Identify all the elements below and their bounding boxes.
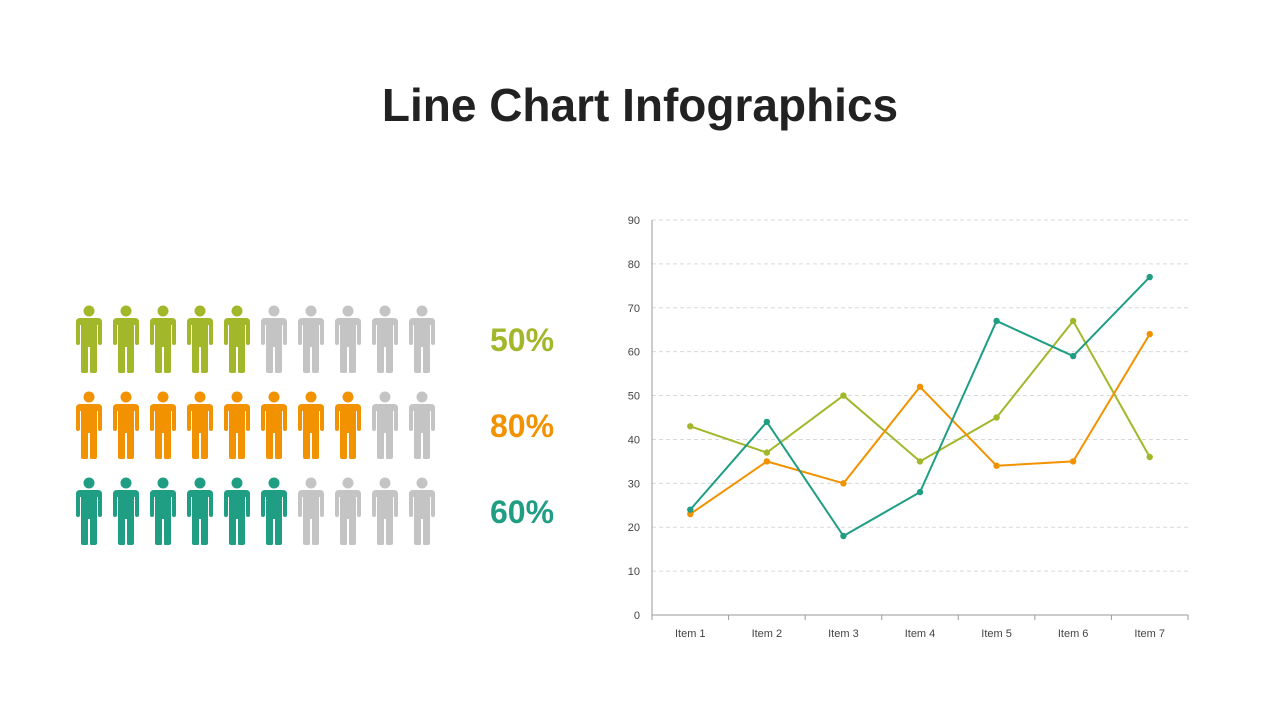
person-icon bbox=[335, 305, 361, 373]
person-icon bbox=[76, 391, 102, 459]
data-point bbox=[916, 383, 924, 390]
percent-label: 60% bbox=[490, 494, 555, 530]
data-point bbox=[1069, 458, 1077, 465]
data-point bbox=[1146, 453, 1153, 461]
person-icon bbox=[335, 391, 361, 459]
y-tick-label: 90 bbox=[628, 215, 640, 227]
series-line bbox=[689, 276, 1151, 537]
data-point bbox=[993, 414, 1000, 421]
data-point bbox=[763, 458, 771, 465]
page-title: Line Chart Infographics bbox=[381, 79, 899, 131]
person-icon bbox=[409, 305, 435, 373]
series-line bbox=[689, 333, 1151, 515]
x-tick-label: Item 1 bbox=[675, 628, 706, 640]
x-tick-label: Item 6 bbox=[1058, 628, 1089, 640]
person-icon bbox=[409, 391, 435, 459]
data-point bbox=[840, 480, 847, 487]
y-tick-label: 20 bbox=[628, 522, 640, 534]
x-tick-label: Item 2 bbox=[752, 628, 783, 640]
data-point bbox=[916, 488, 924, 496]
people-row bbox=[76, 391, 435, 461]
person-icon bbox=[187, 391, 213, 459]
data-point bbox=[1069, 352, 1077, 360]
data-point bbox=[840, 532, 847, 540]
person-icon bbox=[187, 305, 213, 373]
person-icon bbox=[113, 391, 139, 459]
person-icon bbox=[298, 305, 324, 373]
person-icon bbox=[335, 477, 361, 545]
y-tick-label: 30 bbox=[628, 478, 640, 490]
person-icon bbox=[150, 391, 176, 459]
data-point bbox=[1146, 330, 1153, 338]
people-row bbox=[76, 477, 435, 547]
data-point bbox=[763, 418, 771, 426]
x-tick-label: Item 5 bbox=[981, 628, 1012, 640]
person-icon bbox=[187, 477, 213, 545]
person-icon bbox=[150, 305, 176, 373]
person-icon bbox=[76, 305, 102, 373]
data-point bbox=[840, 392, 847, 399]
person-icon bbox=[224, 391, 250, 459]
person-icon bbox=[372, 305, 398, 373]
data-point bbox=[687, 510, 694, 518]
y-tick-label: 80 bbox=[628, 259, 640, 271]
people-row bbox=[76, 305, 435, 375]
data-point bbox=[687, 423, 694, 430]
percent-label: 50% bbox=[490, 322, 555, 358]
data-point bbox=[1146, 273, 1153, 281]
y-tick-label: 50 bbox=[628, 391, 640, 403]
percent-label: 80% bbox=[490, 408, 555, 444]
data-point bbox=[1069, 317, 1077, 325]
series-line bbox=[689, 319, 1151, 463]
y-tick-label: 70 bbox=[628, 303, 640, 315]
person-icon bbox=[76, 477, 102, 545]
person-icon bbox=[150, 477, 176, 545]
x-tick-label: Item 4 bbox=[905, 628, 936, 640]
person-icon bbox=[372, 391, 398, 459]
y-tick-label: 40 bbox=[628, 434, 640, 446]
person-icon bbox=[113, 305, 139, 373]
person-icon bbox=[261, 477, 287, 545]
person-icon bbox=[298, 477, 324, 545]
y-tick-label: 0 bbox=[634, 610, 640, 622]
data-point bbox=[687, 506, 694, 513]
person-icon bbox=[261, 391, 287, 459]
y-tick-label: 10 bbox=[628, 566, 640, 578]
person-icon bbox=[224, 477, 250, 545]
person-icon bbox=[409, 477, 435, 545]
data-point bbox=[763, 449, 771, 456]
data-point bbox=[993, 462, 1000, 469]
x-tick-label: Item 7 bbox=[1134, 628, 1165, 640]
data-point bbox=[993, 317, 1000, 325]
person-icon bbox=[261, 305, 287, 373]
person-icon bbox=[113, 477, 139, 545]
data-point bbox=[916, 458, 924, 465]
x-tick-label: Item 3 bbox=[828, 628, 859, 640]
y-tick-label: 60 bbox=[628, 347, 640, 359]
person-icon bbox=[298, 391, 324, 459]
person-icon bbox=[224, 305, 250, 373]
line-chart: 0 10 20 30 40 50 60 70 80 90 Item 1 Item 2 Item 3 Ite… bbox=[628, 215, 1189, 640]
person-icon bbox=[372, 477, 398, 545]
